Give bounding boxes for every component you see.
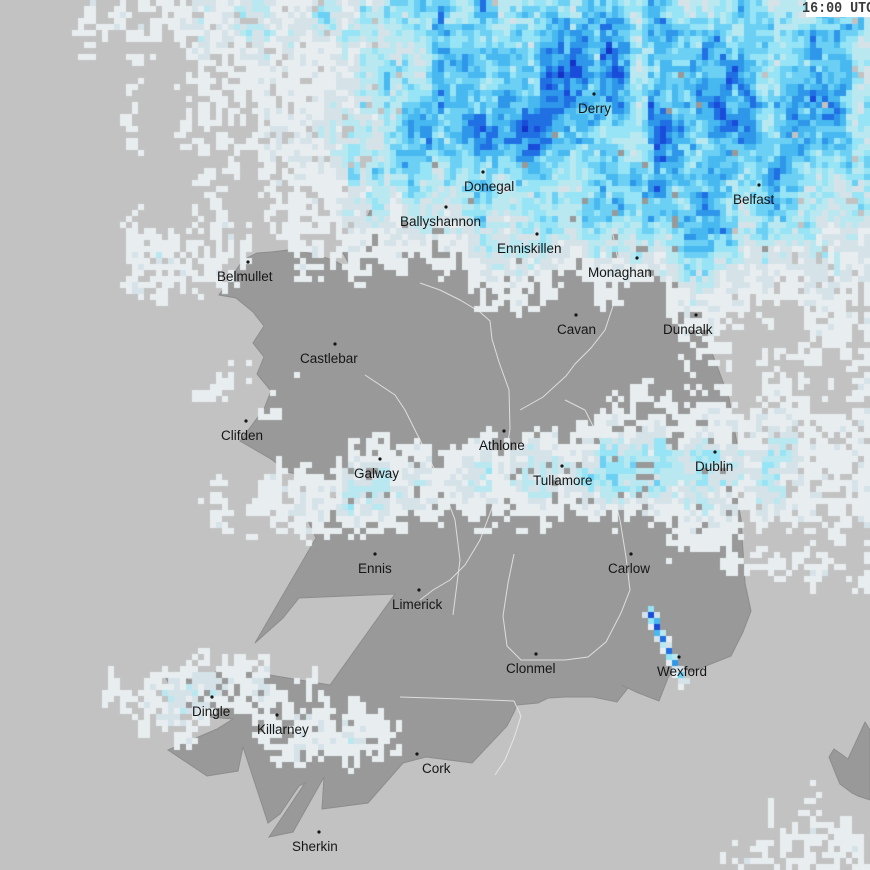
- svg-text:Cork: Cork: [422, 761, 451, 776]
- svg-text:Ballyshannon: Ballyshannon: [400, 214, 481, 229]
- svg-text:Castlebar: Castlebar: [300, 351, 358, 366]
- svg-text:Carlow: Carlow: [608, 561, 650, 576]
- svg-text:Dublin: Dublin: [695, 459, 733, 474]
- svg-text:Enniskillen: Enniskillen: [497, 241, 562, 256]
- svg-text:Wexford: Wexford: [657, 664, 707, 679]
- svg-text:Monaghan: Monaghan: [588, 265, 652, 280]
- svg-text:Cavan: Cavan: [557, 322, 596, 337]
- svg-text:Clifden: Clifden: [221, 428, 263, 443]
- svg-text:Galway: Galway: [354, 466, 399, 481]
- svg-text:Dundalk: Dundalk: [663, 322, 713, 337]
- svg-text:Belfast: Belfast: [733, 192, 775, 207]
- svg-text:Ennis: Ennis: [358, 561, 392, 576]
- svg-text:Sherkin: Sherkin: [292, 839, 338, 854]
- svg-text:Limerick: Limerick: [392, 597, 443, 612]
- svg-text:Killarney: Killarney: [257, 722, 309, 737]
- svg-text:Donegal: Donegal: [464, 179, 514, 194]
- svg-text:Clonmel: Clonmel: [506, 661, 556, 676]
- svg-text:Dingle: Dingle: [192, 704, 230, 719]
- svg-text:Tullamore: Tullamore: [533, 473, 593, 488]
- svg-text:Belmullet: Belmullet: [217, 269, 273, 284]
- svg-text:Athlone: Athlone: [479, 438, 525, 453]
- svg-text:Derry: Derry: [578, 101, 611, 116]
